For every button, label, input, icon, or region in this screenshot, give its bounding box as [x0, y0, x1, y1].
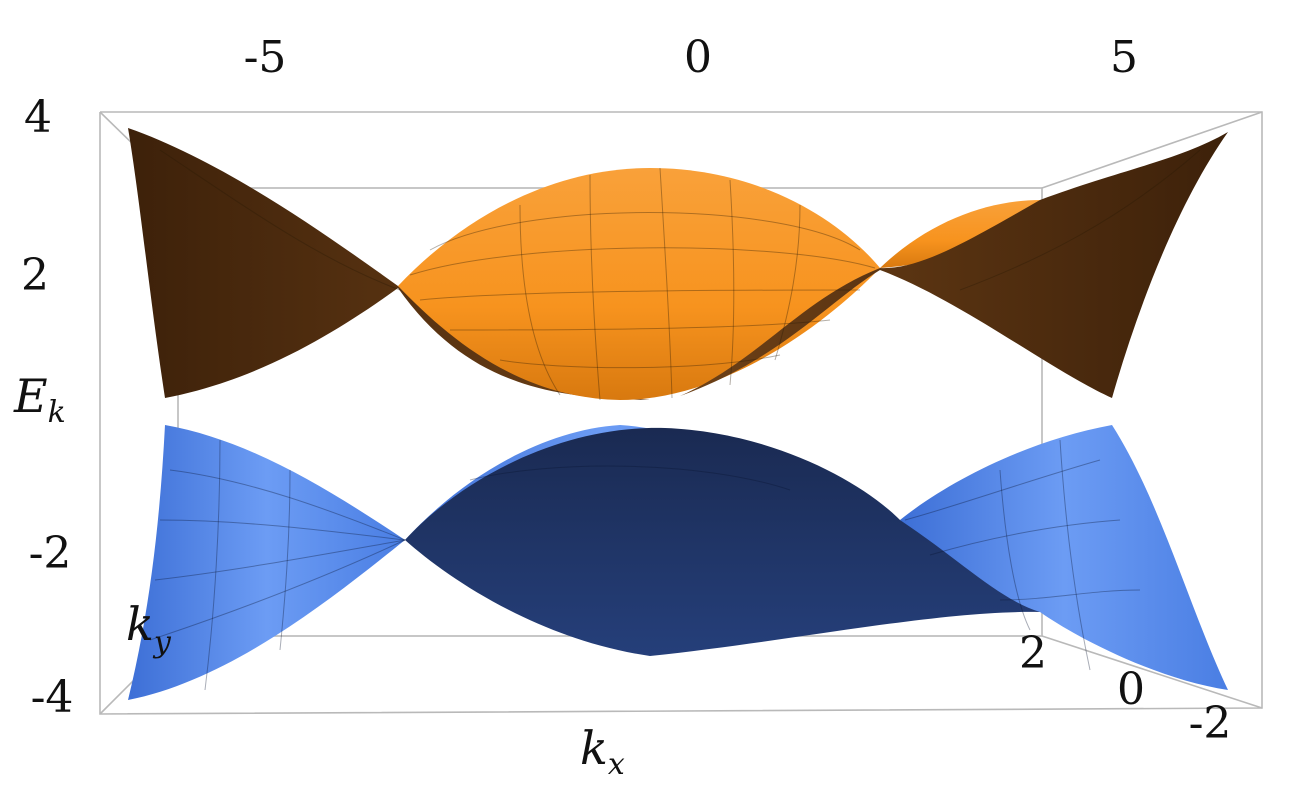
lower-band-surface: [128, 425, 1228, 700]
ek-tick-neg2: -2: [29, 528, 72, 579]
upper-band-dome: [398, 168, 880, 400]
upper-band-left-flap: [128, 128, 650, 400]
upper-band-back-lobe: [880, 200, 1040, 268]
ky-tick-neg2: -2: [1189, 698, 1232, 749]
kx-tick-neg5: -5: [244, 32, 287, 83]
lower-band-right-flap: [900, 425, 1228, 690]
ek-tick-neg4: -4: [31, 672, 74, 723]
upper-band-right-flap: [680, 132, 1228, 398]
ky-axis-label: ky: [126, 597, 172, 660]
lower-band-dome: [405, 427, 1040, 656]
lower-band-left-flap: [128, 425, 405, 700]
ky-ticks: 2 0 -2: [1019, 628, 1231, 749]
ek-tick-4: 4: [24, 92, 52, 143]
kx-axis-label: kx: [580, 721, 625, 782]
upper-band-surface: [128, 128, 1228, 401]
kx-tick-0: 0: [684, 32, 712, 83]
ky-tick-2: 2: [1019, 628, 1047, 679]
upper-band-mesh: [159, 149, 1201, 401]
ky-tick-0: 0: [1117, 664, 1145, 715]
kx-ticks-top: -5 0 5: [244, 32, 1138, 83]
ek-ticks: 4 2 -2 -4: [21, 92, 73, 723]
kx-tick-5: 5: [1110, 32, 1138, 83]
ek-axis-label: Ek: [13, 369, 66, 430]
lower-band-mesh: [149, 439, 1141, 691]
ek-tick-2: 2: [21, 250, 49, 301]
